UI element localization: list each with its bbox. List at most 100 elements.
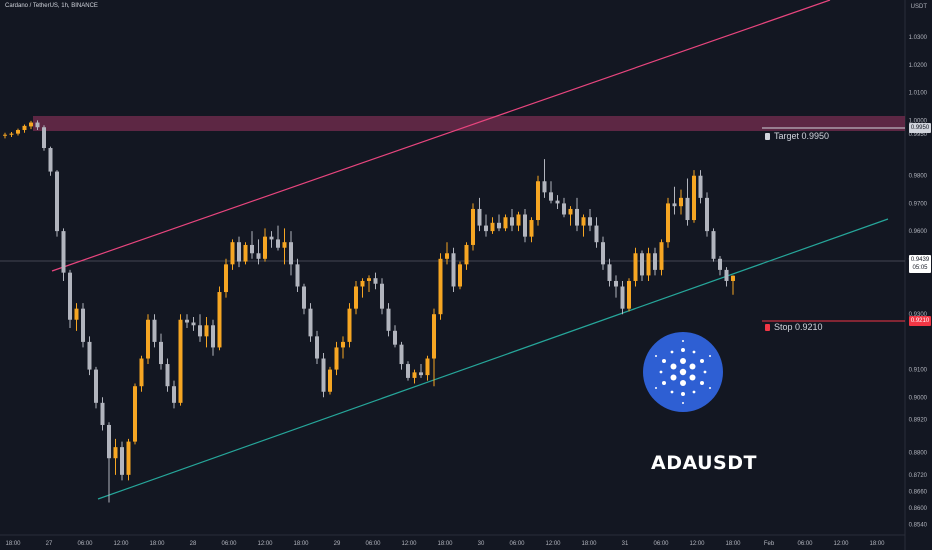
candle-body: [256, 253, 261, 259]
candle-body: [217, 292, 222, 348]
candle-body: [653, 253, 657, 270]
candle-body: [250, 244, 254, 254]
candle-body: [666, 203, 670, 243]
candle-body: [640, 253, 644, 276]
candle-body: [334, 347, 339, 370]
candle-body: [347, 308, 352, 342]
candle-body: [373, 278, 378, 284]
candle-body: [165, 364, 170, 387]
price-axis-unit: USDT: [910, 4, 927, 10]
time-tick-label: 28: [190, 541, 197, 547]
candle-body: [555, 200, 560, 204]
candle-body: [172, 386, 176, 403]
candle-countdown: 05:05: [912, 265, 928, 271]
candle-body: [35, 122, 40, 128]
time-tick-label: 06:00: [221, 541, 237, 547]
target-label[interactable]: Target 0.9950: [765, 131, 829, 141]
candle-body: [237, 242, 241, 262]
candle-body: [718, 258, 722, 270]
candle-body: [562, 203, 566, 215]
candle-body: [620, 286, 625, 309]
resistance-zone[interactable]: [33, 116, 905, 131]
candle-body: [679, 197, 683, 207]
candle-body: [282, 242, 287, 248]
candle-body: [146, 319, 150, 359]
candle-body: [581, 217, 586, 226]
pair-caption: ADAUSDT: [651, 452, 757, 474]
candle-body: [412, 372, 417, 378]
candle-body: [191, 322, 196, 326]
candle-body: [471, 208, 475, 245]
time-tick-label: 18:00: [293, 541, 309, 547]
candle-body: [48, 148, 53, 172]
time-tick-label: 30: [478, 541, 485, 547]
candle-body: [698, 175, 703, 198]
price-tick-label: 0.8800: [909, 451, 928, 457]
price-tick-label: 0.8920: [909, 417, 928, 423]
candle-body: [302, 286, 306, 309]
candle-body: [542, 181, 547, 193]
upper-trendline[interactable]: [51, 0, 831, 272]
candle-body: [367, 278, 371, 281]
candle-body: [159, 341, 163, 365]
time-tick-label: 06:00: [653, 541, 669, 547]
candle-body: [308, 308, 313, 337]
stop-label-text: Stop 0.9210: [774, 322, 823, 332]
time-tick-label: 12:00: [113, 541, 129, 547]
candle-body: [100, 402, 105, 425]
price-tick-label: 1.0100: [909, 91, 928, 97]
time-tick-label: 12:00: [833, 541, 849, 547]
candle-body: [432, 314, 436, 359]
candle-body: [451, 253, 456, 287]
candle-body: [705, 197, 709, 232]
price-tick-label: 0.9000: [909, 395, 928, 401]
lower-trendline[interactable]: [97, 218, 889, 500]
candle-body: [672, 203, 677, 207]
price-tick-label: 1.0200: [909, 63, 928, 69]
candle-body: [633, 253, 638, 281]
candle-body: [87, 341, 92, 370]
candle-body: [211, 325, 215, 348]
tag-icon: [765, 324, 770, 331]
time-tick-label: 29: [334, 541, 341, 547]
candle-body: [55, 171, 59, 232]
time-tick-label: 06:00: [509, 541, 525, 547]
candle-body: [360, 280, 365, 287]
candle-body: [607, 264, 612, 281]
candle-body: [724, 269, 729, 281]
candle-body: [354, 286, 358, 309]
stop-label[interactable]: Stop 0.9210: [765, 322, 823, 332]
candle-body: [594, 225, 599, 243]
candle-body: [659, 242, 664, 270]
candle-body: [295, 264, 300, 287]
candle-body: [386, 308, 391, 331]
time-tick-label: 06:00: [77, 541, 93, 547]
candle-series: [3, 120, 735, 503]
candle-body: [68, 272, 72, 320]
candle-body: [61, 231, 66, 273]
candle-body: [692, 175, 696, 221]
candle-body: [94, 369, 98, 403]
price-tick-label: 0.9600: [909, 229, 928, 235]
candle-body: [464, 244, 469, 265]
candle-body: [328, 369, 332, 392]
price-tick-label: 0.8660: [909, 489, 928, 495]
candle-body: [685, 197, 690, 221]
candle-body: [419, 372, 423, 376]
candle-body: [204, 325, 209, 337]
candle-body: [126, 441, 131, 475]
time-tick-label: 12:00: [689, 541, 705, 547]
candle-body: [731, 275, 735, 281]
candle-body: [16, 130, 20, 134]
candle-body: [198, 325, 202, 337]
price-tick-label: 0.8600: [909, 506, 928, 512]
candle-body: [139, 358, 144, 387]
candle-body: [3, 134, 7, 136]
time-axis-ticks: 18:00 27 06:00 12:00 18:00 28 06:00 12:00 18:00 2…: [5, 541, 885, 547]
candle-body: [269, 236, 274, 240]
candle-body: [497, 222, 501, 229]
candle-body: [380, 283, 384, 309]
price-tick-label: 1.0000: [909, 118, 928, 124]
